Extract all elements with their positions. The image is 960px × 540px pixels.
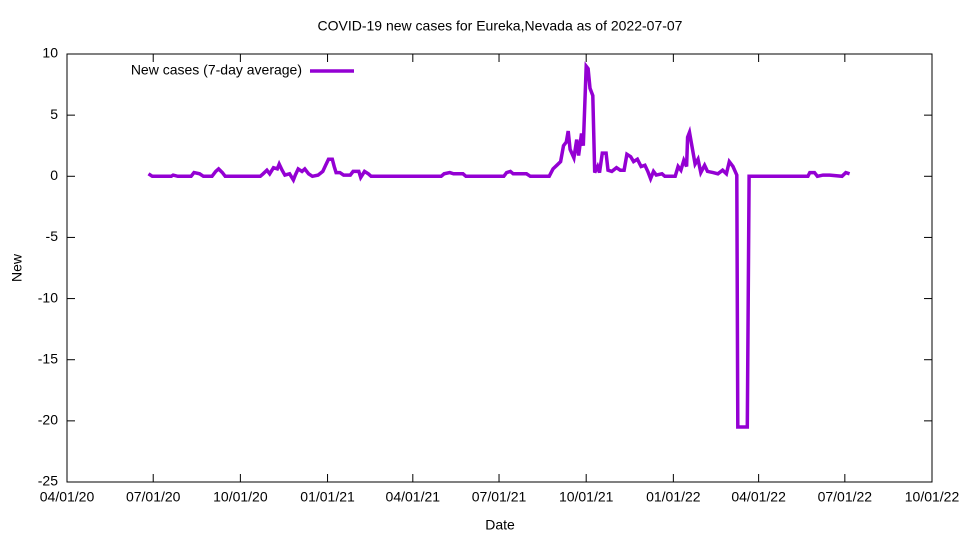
x-tick-label: 04/01/21 [386,489,441,505]
data-line [147,61,851,429]
x-tick-label: 10/01/20 [213,489,268,505]
x-axis-label: Date [485,517,515,533]
x-tick-label: 10/01/22 [905,489,960,505]
y-tick-label: -10 [38,289,58,305]
x-tick-label: 07/01/22 [818,489,873,505]
y-tick-label: 0 [50,167,58,183]
y-tick-label: -25 [38,473,58,489]
x-tick-label: 01/01/21 [300,489,355,505]
x-tick-label: 07/01/21 [472,489,527,505]
x-tick-label: 07/01/20 [126,489,181,505]
y-tick-label: -5 [46,228,59,244]
x-tick-label: 10/01/21 [559,489,614,505]
y-tick-label: -15 [38,350,58,366]
y-tick-label: 5 [50,106,58,122]
x-tick-label: 04/01/20 [40,489,95,505]
y-tick-label: -20 [38,412,58,428]
x-tick-label: 04/01/22 [731,489,786,505]
legend-label: New cases (7-day average) [131,62,302,78]
chart-title: COVID-19 new cases for Eureka,Nevada as … [318,18,683,34]
x-tick-label: 01/01/22 [646,489,701,505]
y-tick-label: 10 [42,45,58,61]
y-axis-label: New [9,253,25,282]
